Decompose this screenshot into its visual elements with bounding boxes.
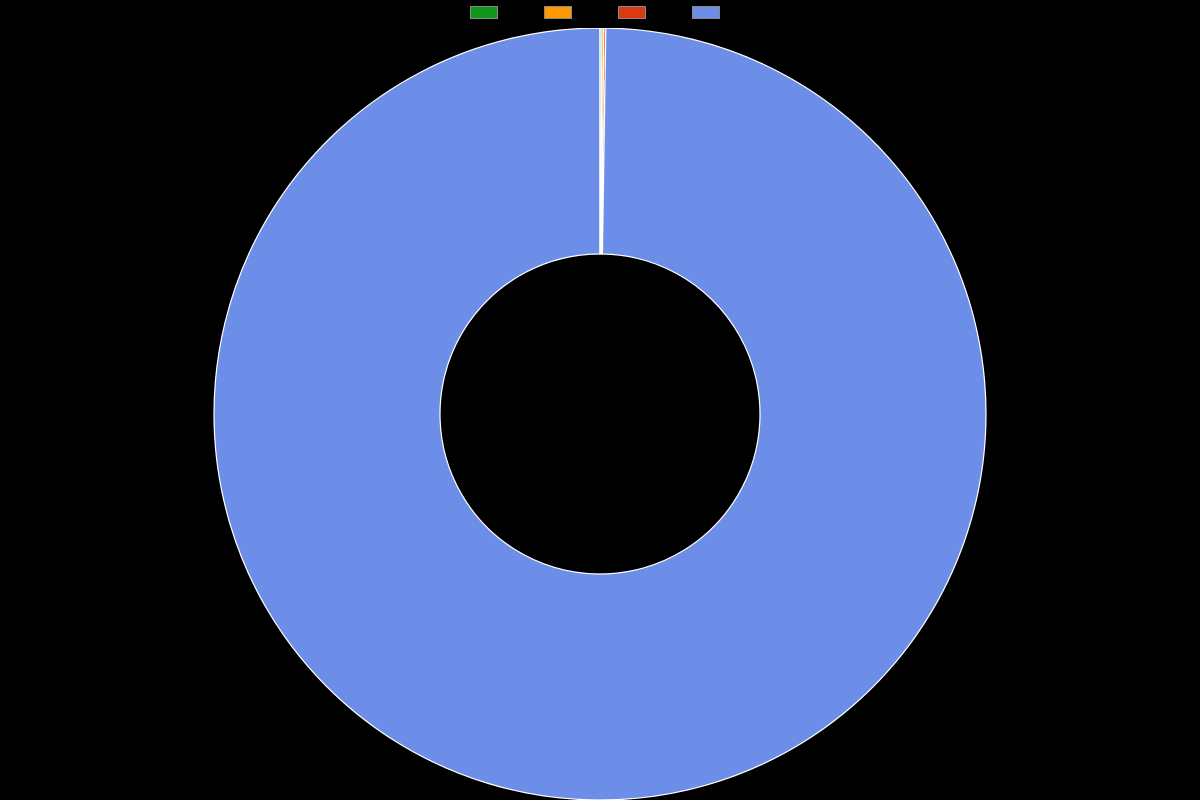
donut-chart-area (0, 28, 1200, 800)
legend-swatch-1 (544, 6, 572, 19)
chart-legend (470, 6, 730, 19)
legend-swatch-0 (470, 6, 498, 19)
legend-swatch-3 (692, 6, 720, 19)
legend-item-1[interactable] (544, 6, 582, 19)
legend-item-0[interactable] (470, 6, 508, 19)
legend-item-3[interactable] (692, 6, 730, 19)
legend-item-2[interactable] (618, 6, 656, 19)
legend-swatch-2 (618, 6, 646, 19)
donut-chart-svg (0, 28, 1200, 800)
